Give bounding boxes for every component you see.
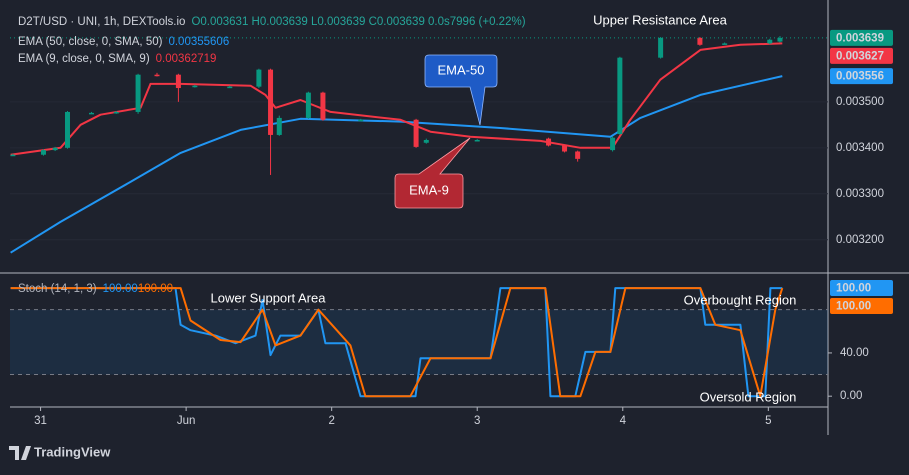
footer-text: TradingView xyxy=(34,444,111,459)
candle-body xyxy=(767,39,773,44)
x-tick-label: 3 xyxy=(474,415,480,427)
indicator-name: EMA (9, close, 0, SMA, 9) xyxy=(18,53,150,65)
candle-body xyxy=(113,111,119,114)
indicator-value: 100.00 xyxy=(138,283,173,295)
price-axis-label: 0.003556 xyxy=(836,71,884,83)
indicator-value: 0.00355606 xyxy=(168,36,229,48)
candle-body xyxy=(268,69,274,135)
candle-body xyxy=(135,74,141,112)
logo-mark xyxy=(9,446,31,460)
candle-body xyxy=(423,140,429,143)
indicator-name: Stoch (14, 1, 3) xyxy=(18,283,97,295)
candle-body xyxy=(697,37,703,45)
candle-body xyxy=(610,137,616,151)
indicator-legend: EMA (9, close, 0, SMA, 9) 0.00362719 xyxy=(18,53,216,65)
series-line xyxy=(10,75,783,254)
price-axis-box xyxy=(830,280,893,297)
symbol-title: D2T/USD · UNI, 1h, DEXTools.io xyxy=(18,16,185,28)
plot-area xyxy=(10,36,832,411)
indicator-value: 0.00362719 xyxy=(156,53,217,65)
annotation: Upper Resistance Area xyxy=(593,12,727,27)
candle-body xyxy=(175,74,181,89)
x-tick-label: 31 xyxy=(34,415,47,427)
price-axis-box xyxy=(830,29,893,46)
footer-logo: TradingView xyxy=(9,444,111,460)
header: D2T/USD · UNI, 1h, DEXTools.io O0.003631 … xyxy=(18,16,526,28)
candle-body xyxy=(320,92,326,120)
price-axis-label: 100.00 xyxy=(836,283,871,295)
x-tick-label: Jun xyxy=(177,415,196,427)
annotation: Lower Support Area xyxy=(211,290,327,305)
ema9-callout xyxy=(394,137,471,209)
candle-body xyxy=(64,111,70,148)
indicator-legend: EMA (50, close, 0, SMA, 50) 0.00355606 xyxy=(18,36,229,48)
y-tick-label: 0.003500 xyxy=(836,96,884,108)
candle-body xyxy=(617,57,623,135)
candle-body xyxy=(474,140,480,142)
candle-body xyxy=(305,92,311,118)
candle-body xyxy=(89,112,95,115)
indicator-legend: Stoch (14, 1, 3) 100.00100.00 xyxy=(18,283,173,295)
candle-body xyxy=(154,74,160,77)
candle-body xyxy=(575,151,581,159)
annotation: EMA-9 xyxy=(409,182,449,197)
indicator-value: 100.00 xyxy=(103,283,138,295)
x-tick-label: 2 xyxy=(328,415,334,427)
y-tick-label: 40.00 xyxy=(840,347,869,359)
price-axis-label: 100.00 xyxy=(836,301,871,313)
candle-body xyxy=(10,154,16,157)
price-axis-label: 0.003627 xyxy=(836,50,884,62)
price-axis-box xyxy=(830,68,893,85)
labels: 0.003200 0.003300 0.003400 0.003500 D2T/USD … xyxy=(18,12,893,427)
y-tick-label: 0.003400 xyxy=(836,142,884,154)
indicator-name: EMA (50, close, 0, SMA, 50) xyxy=(18,36,163,48)
y-tick-label: 0.00 xyxy=(840,390,862,402)
candle-body xyxy=(40,150,46,155)
candle-body xyxy=(52,147,58,151)
candle-body xyxy=(777,37,783,42)
price-axis-label: 0.003639 xyxy=(836,32,884,44)
y-tick-label: 0.003300 xyxy=(836,188,884,200)
candle-body xyxy=(192,85,198,88)
candle-body xyxy=(413,119,419,147)
price-axis-box xyxy=(830,47,893,64)
price-axis-box xyxy=(830,298,893,315)
candle-body xyxy=(546,138,552,146)
candle-body xyxy=(358,119,364,122)
x-tick-label: 4 xyxy=(620,415,627,427)
annotation: Overbought Region xyxy=(684,292,797,307)
annotation: Oversold Region xyxy=(700,389,797,404)
annotation: EMA-50 xyxy=(438,62,485,77)
series-line xyxy=(10,287,784,398)
ohlc-values: O0.003631 H0.003639 L0.003639 C0.003639 … xyxy=(191,16,525,28)
candle-body xyxy=(227,86,233,89)
candle-body xyxy=(562,145,568,152)
candle-body xyxy=(256,69,262,87)
candle-body xyxy=(658,37,664,58)
ema50-callout xyxy=(424,54,498,126)
y-tick-label: 0.003200 xyxy=(836,234,884,246)
candle-body xyxy=(276,117,282,135)
series-line xyxy=(10,42,783,156)
candle-body xyxy=(722,43,728,45)
x-tick-label: 5 xyxy=(765,415,771,427)
